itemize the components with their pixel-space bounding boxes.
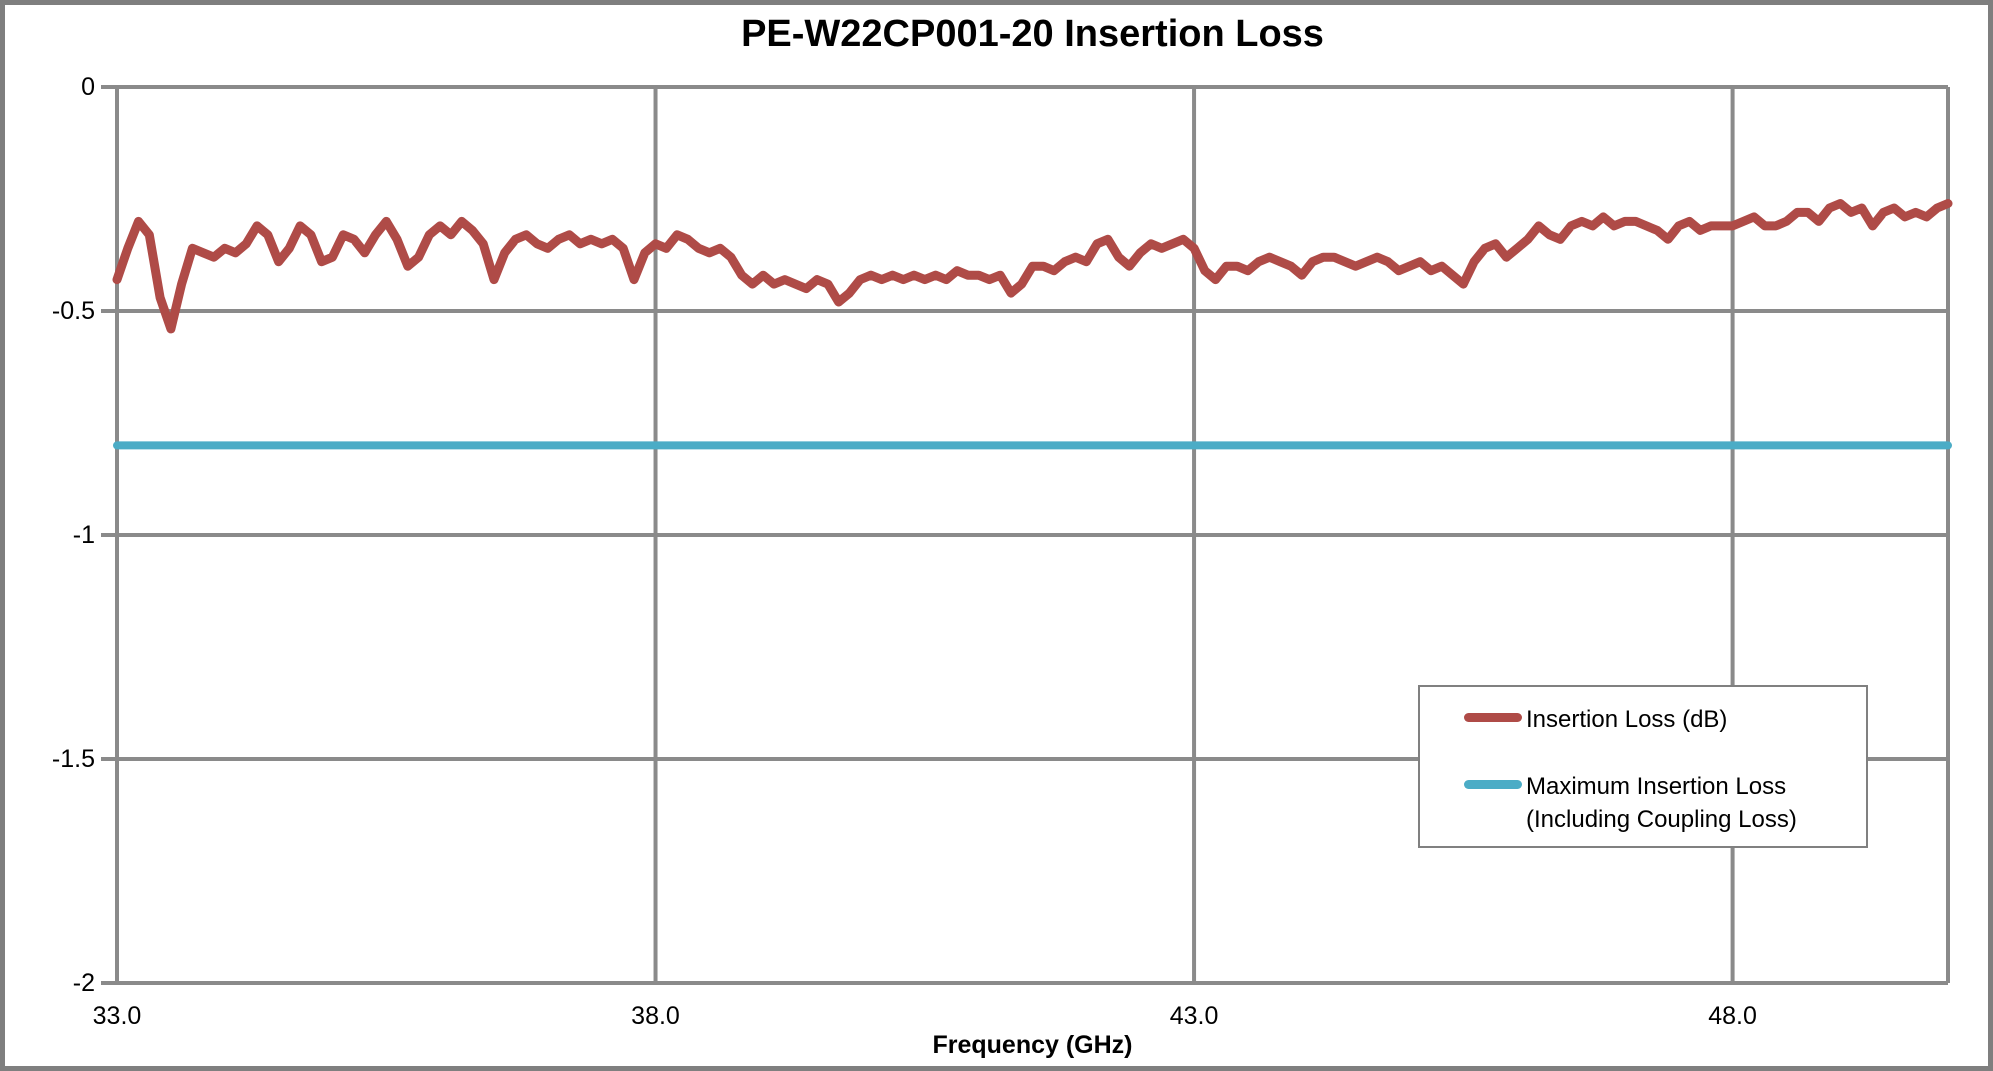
legend: Insertion Loss (dB) Maximum Insertion Lo… bbox=[1418, 685, 1868, 848]
series-layer bbox=[112, 199, 1953, 450]
y-axis-tick-label: 0 bbox=[81, 73, 95, 101]
y-axis-tick-label: -2 bbox=[72, 969, 95, 997]
y-axis-tick-label: -1 bbox=[72, 521, 95, 549]
legend-label-line2: (Including Coupling Loss) bbox=[1526, 806, 1797, 833]
x-axis-tick-label: 33.0 bbox=[92, 1002, 142, 1030]
x-axis-tick-label: 48.0 bbox=[1708, 1002, 1757, 1030]
x-axis-tick-label: 43.0 bbox=[1169, 1002, 1219, 1030]
grid-layer bbox=[101, 85, 1950, 985]
chart-title: PE-W22CP001-20 Insertion Loss bbox=[741, 13, 1324, 55]
legend-item-insertion-loss: Insertion Loss (dB) bbox=[1464, 703, 1856, 736]
x-axis-tick-label: 38.0 bbox=[631, 1002, 680, 1030]
y-axis-tick-label: -0.5 bbox=[51, 297, 95, 325]
legend-item-max-insertion-loss: Maximum Insertion Loss (Including Coupli… bbox=[1464, 770, 1856, 836]
legend-label-max-insertion-loss: Maximum Insertion Loss (Including Coupli… bbox=[1526, 770, 1797, 836]
y-axis-tick-label: -1.5 bbox=[51, 745, 95, 773]
legend-label-insertion-loss: Insertion Loss (dB) bbox=[1526, 706, 1728, 733]
insertion-loss-swatch-icon bbox=[1464, 713, 1522, 722]
legend-label-line1: Maximum Insertion Loss bbox=[1526, 773, 1787, 800]
max-insertion-loss-swatch-icon bbox=[1464, 780, 1522, 789]
x-axis-title: Frequency (GHz) bbox=[932, 1031, 1133, 1059]
plot-svg bbox=[101, 85, 1953, 985]
insertion-loss-curve bbox=[112, 199, 1953, 334]
